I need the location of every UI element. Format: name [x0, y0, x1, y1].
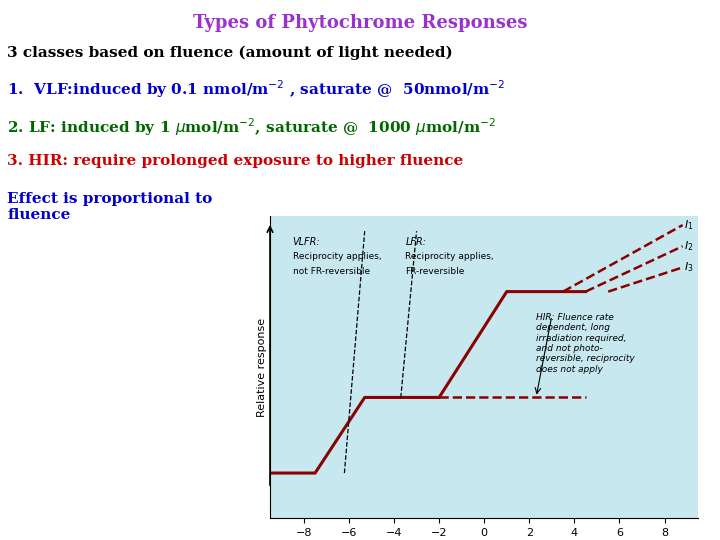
- Text: HIR: Fluence rate
dependent, long
irradiation required,
and not photo-
reversibl: HIR: Fluence rate dependent, long irradi…: [536, 313, 635, 374]
- Text: 3 classes based on fluence (amount of light needed): 3 classes based on fluence (amount of li…: [7, 46, 453, 60]
- Text: Reciprocity applies,: Reciprocity applies,: [405, 252, 494, 261]
- Text: 2. LF: induced by 1 $\mu$mol/m$^{-2}$, saturate @  1000 $\mu$mol/m$^{-2}$: 2. LF: induced by 1 $\mu$mol/m$^{-2}$, s…: [7, 116, 496, 138]
- Text: $I_2$: $I_2$: [684, 239, 693, 253]
- Text: 3. HIR: require prolonged exposure to higher fluence: 3. HIR: require prolonged exposure to hi…: [7, 154, 464, 168]
- Text: not FR-reversible: not FR-reversible: [292, 267, 369, 276]
- Text: $I_3$: $I_3$: [684, 260, 693, 274]
- Text: LFR:: LFR:: [405, 237, 426, 247]
- Text: Types of Phytochrome Responses: Types of Phytochrome Responses: [193, 14, 527, 31]
- Text: 1.  VLF:induced by 0.1 nmol/m$^{-2}$ , saturate @  50nmol/m$^{-2}$: 1. VLF:induced by 0.1 nmol/m$^{-2}$ , sa…: [7, 78, 505, 100]
- Text: FR-reversible: FR-reversible: [405, 267, 464, 276]
- Text: Reciprocity applies,: Reciprocity applies,: [292, 252, 381, 261]
- Text: $I_1$: $I_1$: [684, 218, 693, 232]
- Text: Effect is proportional to
fluence: Effect is proportional to fluence: [7, 192, 212, 222]
- Text: VLFR:: VLFR:: [292, 237, 320, 247]
- Y-axis label: Relative response: Relative response: [257, 318, 267, 417]
